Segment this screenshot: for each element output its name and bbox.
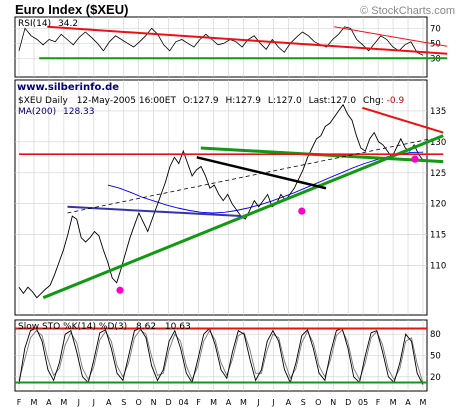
rsi-label: RSI(14) <box>18 19 51 29</box>
y-tick-label: 110 <box>430 262 446 272</box>
x-tick-label: N <box>151 398 157 407</box>
blue-neckline <box>67 205 242 218</box>
x-tick-label: A <box>106 398 112 407</box>
dashed-channel-line <box>67 138 432 214</box>
x-tick-label: J <box>92 398 95 407</box>
x-tick-label: M <box>60 398 67 407</box>
sto-y-axis: 20 50 80 <box>430 330 441 383</box>
x-tick-label: M <box>31 398 38 407</box>
open-value: O:127.9 <box>183 96 219 106</box>
price-header-line: $XEU Daily 12-May-2005 16:00ET O:127.9 H… <box>18 96 404 106</box>
stochastic-panel: 20 50 80 Slow STO %K(14) %D(3) 8.62 10.63 <box>14 319 441 392</box>
green-support-trendline <box>42 134 444 300</box>
x-tick-label: A <box>46 398 52 407</box>
sto-label: Slow STO %K(14) %D(3) <box>18 322 127 332</box>
sto-grid <box>15 320 427 391</box>
price-y-axis: 110 115 120 125 130 135 <box>430 107 446 272</box>
sto-label-line: Slow STO %K(14) %D(3) 8.62 10.63 <box>18 322 191 332</box>
x-tick-label: M <box>390 398 397 407</box>
y-tick-label: 135 <box>430 107 446 117</box>
ma-200-line <box>107 151 424 214</box>
x-tick-label: F <box>376 398 381 407</box>
x-tick-label: O <box>315 398 321 407</box>
y-tick-label: 125 <box>430 169 446 179</box>
chart-credit: © StockCharts.com <box>360 5 455 17</box>
x-tick-label: M <box>420 398 427 407</box>
y-tick-label: 120 <box>430 200 446 210</box>
y-tick-label: 20 <box>430 373 441 383</box>
sto-k-value: 8.62 <box>136 322 156 332</box>
x-axis: F M A M J J A S O N D 04 F M A M J J A S O N D 05 F M A M <box>17 398 427 407</box>
ma-label: MA(200) <box>18 107 56 117</box>
rsi-line <box>18 26 424 56</box>
rsi-red-trendline-2 <box>334 26 448 47</box>
x-tick-label: A <box>286 398 292 407</box>
symbol-label: $XEU Daily <box>18 96 68 106</box>
low-value: L:127.0 <box>268 96 302 106</box>
y-tick-label: 50 <box>430 352 441 362</box>
x-tick-label: S <box>301 398 306 407</box>
red-resistance-trendline <box>362 106 444 134</box>
x-tick-label: M <box>210 398 217 407</box>
date-label: 12-May-2005 16:00ET <box>77 96 177 106</box>
watermark-text: www.silberinfo.de <box>17 82 119 93</box>
marker-dot <box>116 286 124 294</box>
y-tick-label: 130 <box>430 138 446 148</box>
y-tick-label: 80 <box>430 330 441 340</box>
x-tick-label: N <box>330 398 336 407</box>
rsi-value: 34.2 <box>58 19 78 29</box>
y-tick-label: 70 <box>430 24 441 34</box>
last-value: Last:127.0 <box>309 96 357 106</box>
x-tick-label: A <box>405 398 411 407</box>
x-tick-label: O <box>136 398 142 407</box>
x-tick-label: J <box>271 398 274 407</box>
x-tick-label: M <box>240 398 247 407</box>
sto-k-line <box>18 327 424 385</box>
sto-d-value: 10.63 <box>165 322 191 332</box>
x-tick-label: F <box>17 398 22 407</box>
chart-title: Euro Index ($XEU) <box>15 2 128 17</box>
price-line <box>18 103 424 299</box>
change-label: Chg: <box>363 96 384 106</box>
x-tick-label: A <box>226 398 232 407</box>
x-tick-label: 05 <box>358 398 368 407</box>
ma-value: 128.33 <box>63 107 95 117</box>
x-tick-label: J <box>77 398 80 407</box>
x-tick-label: F <box>196 398 201 407</box>
x-tick-label: S <box>121 398 126 407</box>
ma-legend: MA(200) 128.33 <box>18 107 95 117</box>
markers <box>116 155 419 294</box>
rsi-red-trendline <box>47 25 448 55</box>
black-downtrend-line <box>196 156 327 190</box>
x-tick-label: J <box>256 398 259 407</box>
x-tick-label: D <box>166 398 172 407</box>
trendlines <box>19 106 444 300</box>
x-tick-label: D <box>345 398 351 407</box>
high-value: H:127.9 <box>225 96 261 106</box>
sto-d-line <box>18 329 424 384</box>
change-value: -0.9 <box>387 96 405 106</box>
marker-dot <box>298 207 306 215</box>
y-tick-label: 115 <box>430 231 446 241</box>
x-tick-label: 04 <box>178 398 188 407</box>
marker-dot <box>411 155 419 163</box>
rsi-panel: 305070 RSI(14) 34.2 <box>14 16 448 78</box>
price-panel: 110 115 120 125 130 135 www.silberinfo.de $XE… <box>14 79 446 316</box>
